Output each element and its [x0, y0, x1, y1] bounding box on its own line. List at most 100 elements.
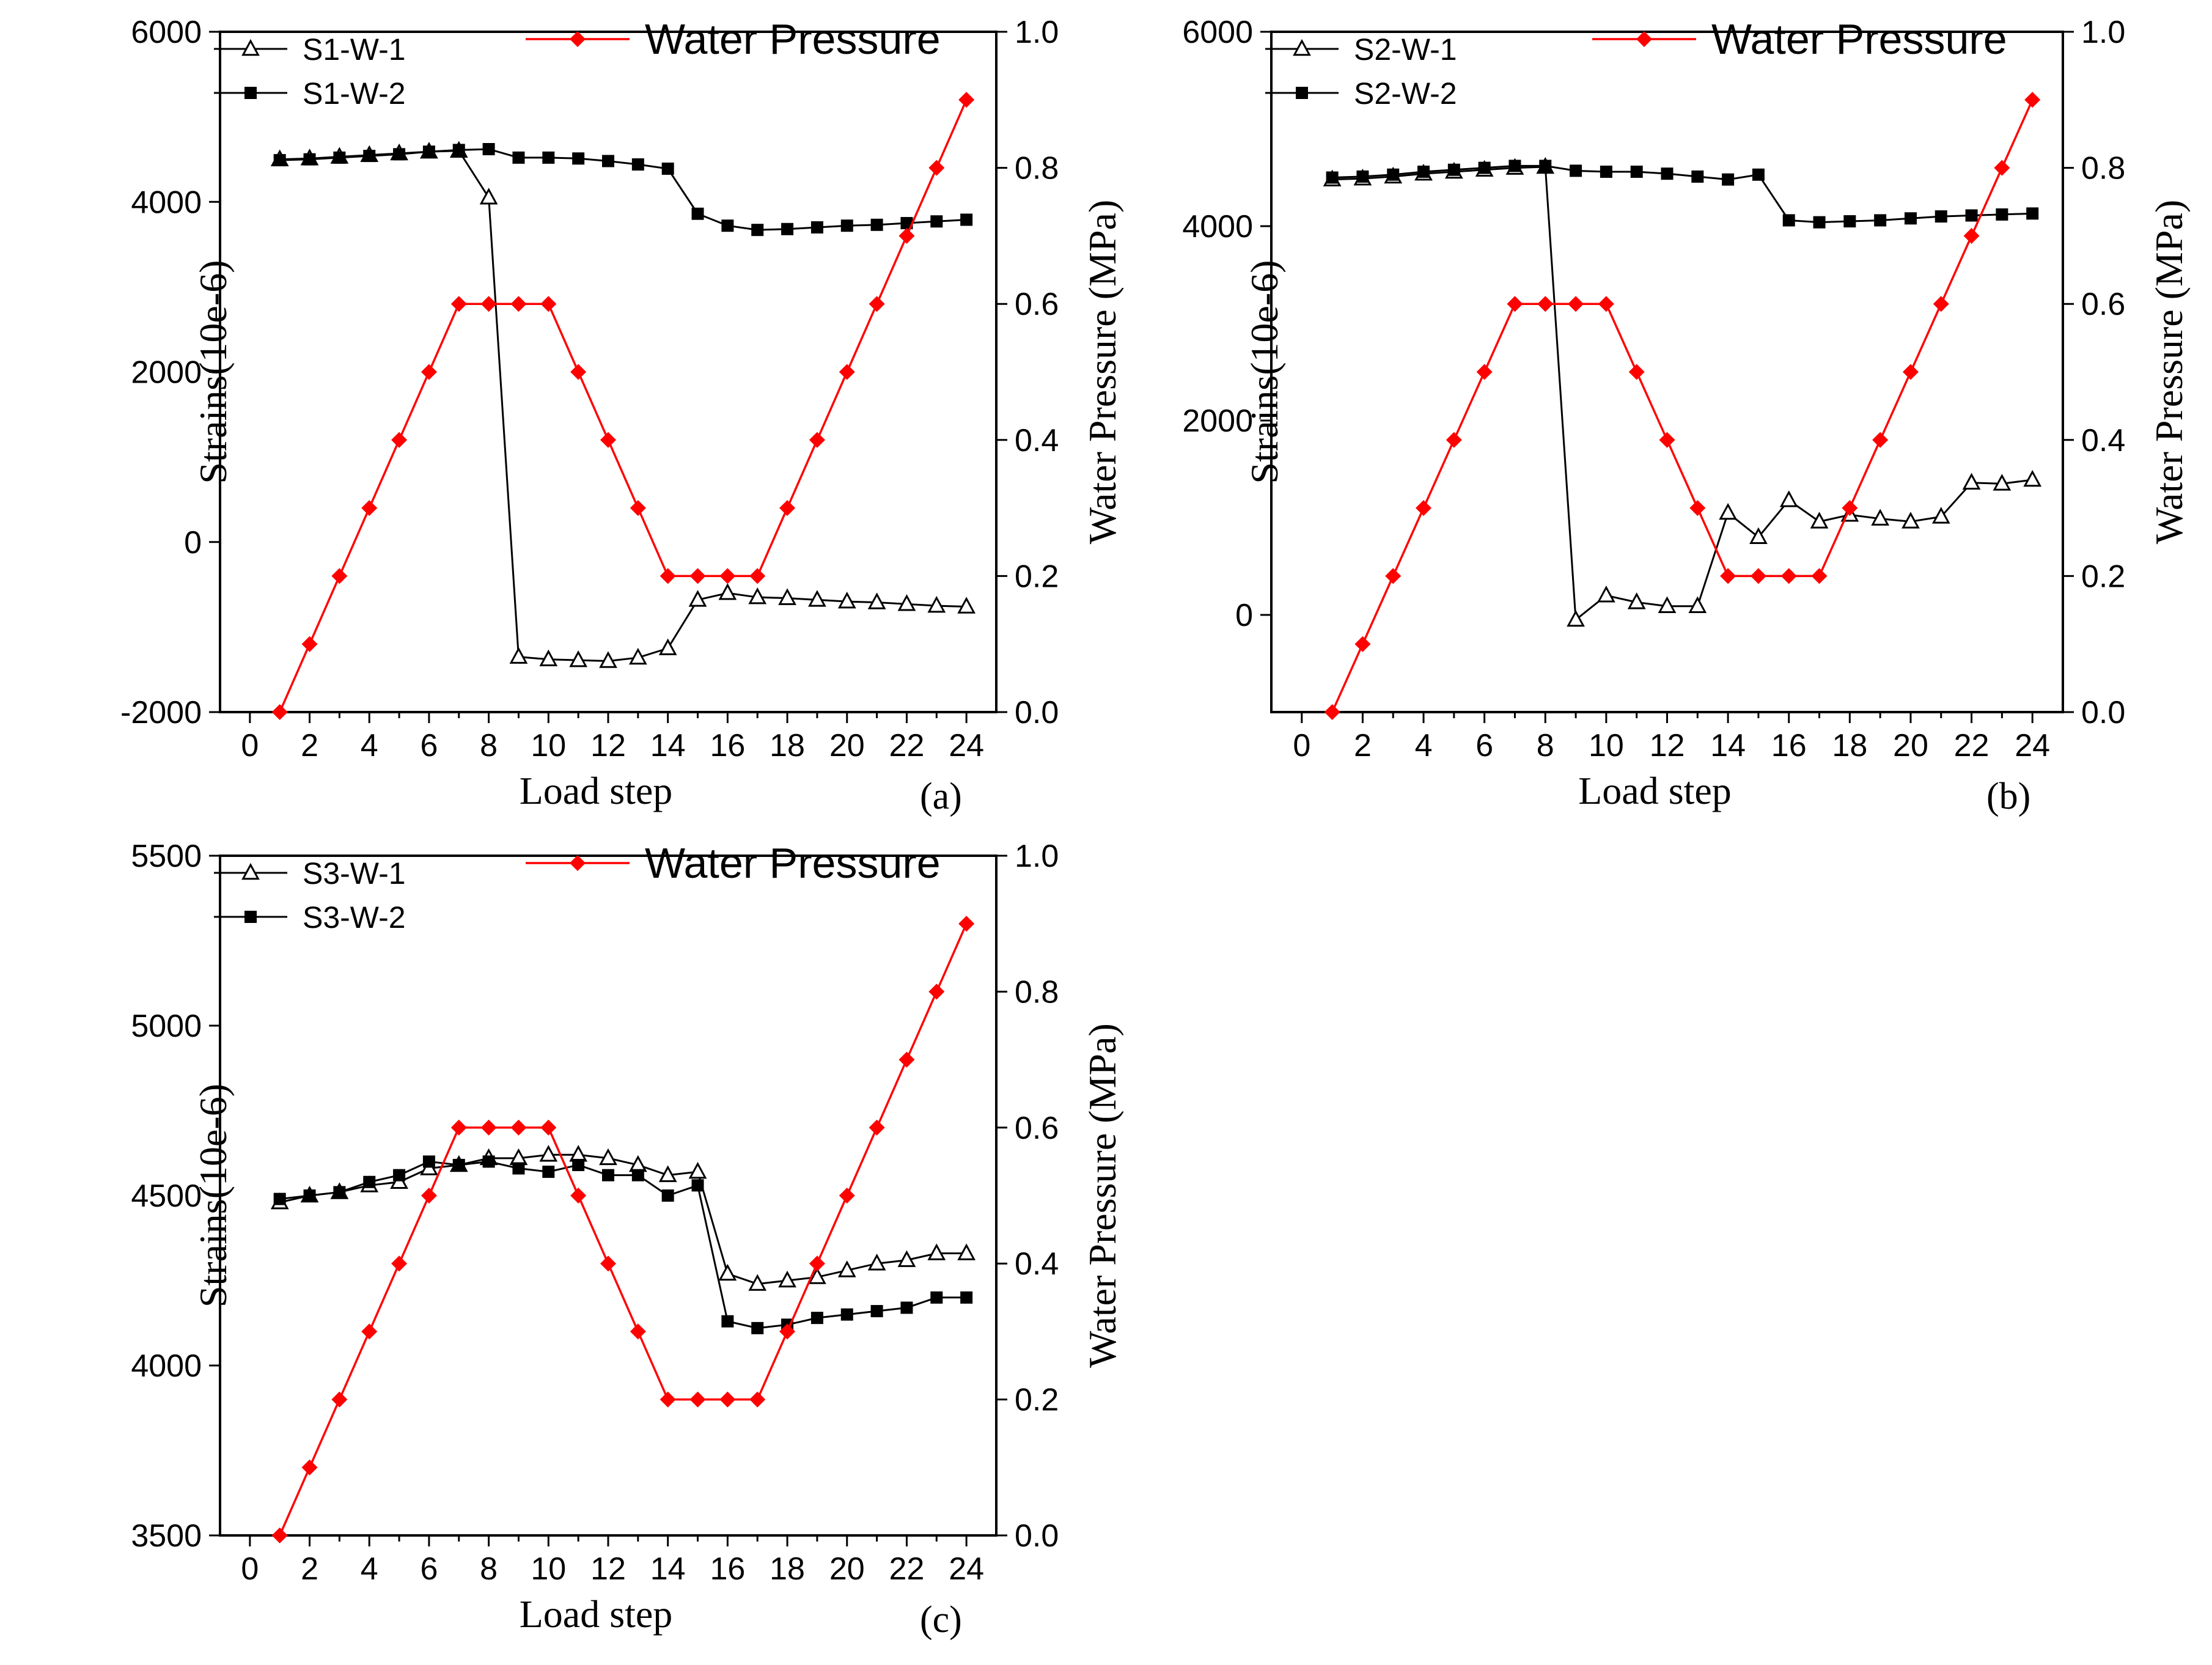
data-point	[1627, 592, 1646, 609]
data-point	[1750, 568, 1766, 584]
x-tick-label: 18	[770, 728, 805, 763]
data-point	[1904, 212, 1917, 225]
series-s1-w-1	[270, 141, 976, 668]
data-point	[779, 1323, 796, 1340]
legend-label: Water Pressure	[645, 839, 941, 887]
x-tick-label: 0	[1293, 728, 1310, 763]
data-point	[1811, 568, 1828, 584]
panel-label: (a)	[920, 776, 962, 817]
data-point	[510, 296, 527, 312]
series-s3-w-1	[270, 1145, 976, 1291]
data-point	[691, 1179, 704, 1192]
data-point	[1749, 527, 1768, 545]
y2-tick-label: 0.2	[2081, 559, 2125, 594]
data-point	[658, 1165, 677, 1182]
data-point	[1843, 215, 1856, 228]
data-point	[480, 296, 497, 312]
data-point	[1385, 568, 1402, 584]
x-tick-label: 14	[1710, 728, 1746, 763]
data-point	[1356, 170, 1369, 183]
data-point	[1539, 160, 1552, 172]
data-point	[1508, 160, 1521, 172]
data-point	[1996, 208, 2008, 221]
x-axis-label: Load step	[520, 1592, 673, 1636]
data-point	[628, 647, 647, 665]
data-point	[1962, 472, 1981, 490]
data-point	[602, 1169, 614, 1182]
x-tick-label: 8	[480, 728, 498, 763]
data-point	[1780, 568, 1797, 584]
data-point	[1965, 209, 1978, 222]
data-point	[393, 1169, 406, 1182]
data-point	[1994, 160, 2010, 176]
legend-label: S3-W-1	[303, 856, 406, 891]
data-point	[301, 1459, 318, 1476]
y-tick-label: 2000	[131, 355, 202, 391]
data-point	[422, 145, 435, 158]
series-line	[279, 923, 968, 1536]
data-point	[1935, 210, 1947, 223]
data-point	[809, 432, 825, 448]
y2-tick-label: 0.4	[2081, 423, 2125, 458]
y2-tick-label: 1.0	[2081, 15, 2125, 50]
data-point	[600, 1255, 616, 1272]
legend-label: S3-W-2	[303, 900, 406, 935]
data-point	[1326, 171, 1339, 184]
data-point	[303, 153, 316, 166]
data-point	[1719, 502, 1737, 520]
panel-label: (b)	[1986, 776, 2030, 817]
data-point	[928, 160, 945, 176]
data-point	[751, 1321, 764, 1334]
data-point	[957, 1243, 976, 1260]
data-point	[837, 1260, 856, 1277]
data-point	[810, 1312, 823, 1325]
data-point	[957, 597, 976, 614]
y-tick-label: 5500	[131, 839, 202, 874]
y-tick-label: 5000	[131, 1009, 202, 1044]
data-point	[721, 1315, 734, 1328]
data-point	[1598, 296, 1614, 312]
data-point	[363, 150, 376, 163]
data-point	[1752, 168, 1765, 181]
data-point	[719, 568, 736, 584]
data-point	[2026, 207, 2039, 220]
x-tick-label: 14	[650, 1551, 686, 1587]
x-tick-label: 16	[710, 1551, 745, 1587]
data-point	[837, 591, 856, 609]
legend-label: S2-W-2	[1354, 76, 1457, 111]
data-point	[1659, 432, 1675, 448]
x-tick-label: 4	[1415, 728, 1433, 763]
data-point	[539, 1145, 558, 1162]
x-axis-label: Load step	[520, 769, 673, 812]
data-point	[1688, 596, 1707, 613]
data-point	[1931, 507, 1950, 524]
data-point	[273, 154, 286, 167]
data-point	[927, 1243, 946, 1260]
x-tick-label: 10	[531, 1551, 566, 1587]
data-point	[1416, 500, 1432, 516]
legend-marker	[570, 31, 586, 47]
data-point	[570, 1188, 587, 1204]
series-line	[279, 150, 967, 663]
x-tick-label: 4	[361, 728, 378, 763]
legend-marker	[1636, 31, 1652, 47]
data-point	[1842, 500, 1858, 516]
data-point	[303, 1189, 316, 1202]
series-water-pressure	[271, 916, 975, 1543]
x-tick-label: 2	[301, 1551, 318, 1587]
data-point	[599, 651, 617, 668]
data-point	[273, 1193, 286, 1205]
series-line	[279, 1153, 967, 1285]
legend: S2-W-1 S2-W-2 Water Pressure	[1265, 15, 2007, 111]
data-point	[2023, 469, 2042, 487]
data-point	[927, 595, 946, 613]
y-tick-label: 0	[1235, 598, 1253, 633]
data-point	[391, 1255, 408, 1272]
data-point	[631, 158, 644, 171]
x-tick-label: 20	[1893, 728, 1928, 763]
data-point	[539, 649, 558, 666]
data-point	[1689, 500, 1706, 516]
x-tick-label: 22	[1954, 728, 1990, 763]
data-point	[1478, 161, 1491, 174]
y2-axis-label: Water Pressure (MPa)	[1081, 200, 1124, 545]
